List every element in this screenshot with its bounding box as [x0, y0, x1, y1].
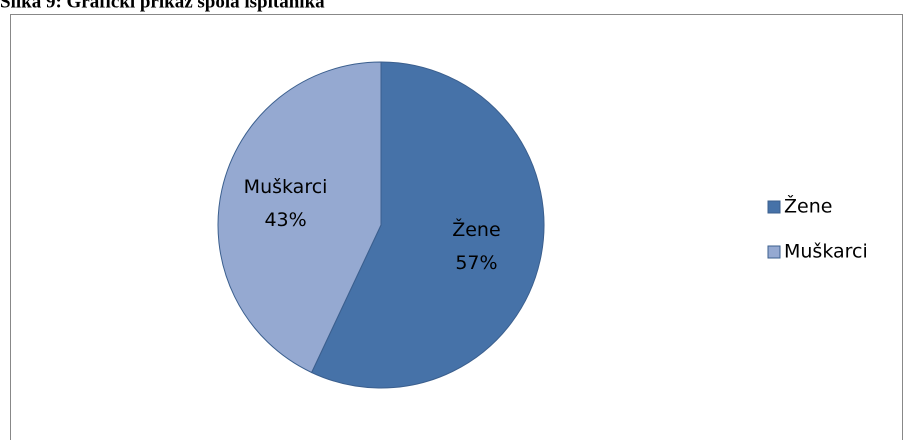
data-label-name: Žene	[452, 218, 500, 241]
pie-slice	[310, 61, 545, 389]
data-label-value: 43%	[264, 209, 306, 231]
legend-swatch	[767, 200, 781, 214]
legend-label: Muškarci	[784, 241, 868, 263]
legend-label: Žene	[784, 195, 832, 218]
legend-swatch	[767, 245, 781, 259]
chart-title: Slika 9: Grafički prikaz spola ispitanik…	[0, 0, 325, 12]
data-label-name: Muškarci	[244, 176, 328, 198]
data-label-value: 57%	[455, 252, 497, 274]
pie-slice	[217, 61, 382, 374]
